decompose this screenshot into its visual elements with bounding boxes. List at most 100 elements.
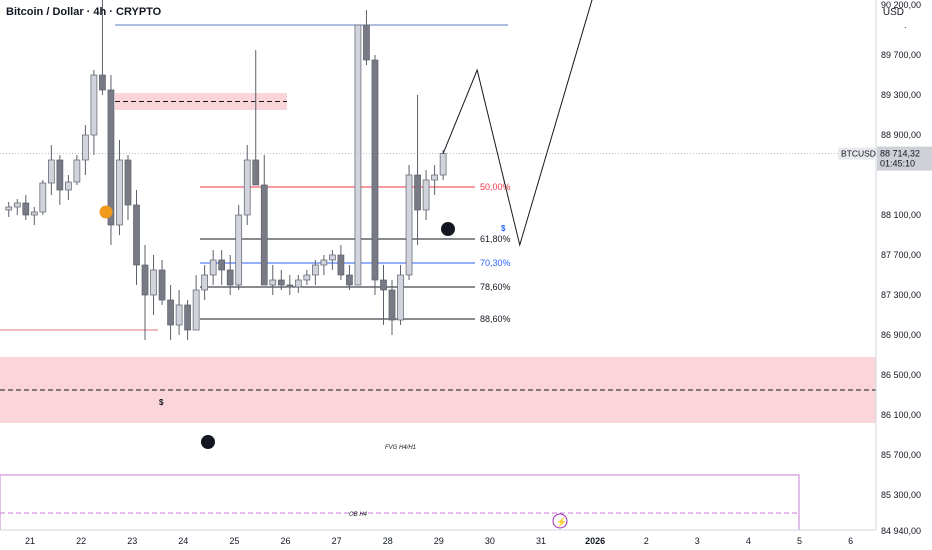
price-tick-label: 84 940,00 — [881, 526, 921, 536]
candle — [184, 304, 191, 331]
price-tick-label: 90 200,00 — [881, 0, 921, 10]
candle — [260, 184, 268, 286]
zone-annotation: FVG H4/H1 — [385, 445, 416, 451]
fib-level-label: 61,80% — [480, 234, 511, 244]
candle — [354, 24, 362, 286]
candle — [269, 279, 277, 286]
time-tick-label: 23 — [127, 536, 137, 546]
candle — [73, 159, 81, 183]
candle — [47, 159, 55, 184]
fib-level-label: 70,30% — [480, 258, 511, 268]
price-tick-label: 86 500,00 — [881, 370, 921, 380]
candle — [99, 74, 106, 91]
time-tick-label: 21 — [25, 536, 35, 546]
price-tick-label: 86 100,00 — [881, 410, 921, 420]
candle — [371, 59, 379, 281]
candle — [39, 182, 47, 213]
candle — [337, 254, 345, 276]
candle — [65, 181, 72, 191]
candle — [56, 159, 64, 191]
price-tick-label: 88 100,00 — [881, 210, 921, 220]
time-tick-label: 31 — [536, 536, 546, 546]
chart-title: Bitcoin / Dollar · 4h · CRYPTO — [6, 6, 162, 18]
supply-demand-zone — [115, 93, 287, 110]
price-tick-label: 85 300,00 — [881, 490, 921, 500]
lightning-icon — [552, 513, 568, 529]
liquidity-annotation: $ — [501, 224, 506, 233]
time-tick-label: 2026 — [585, 536, 605, 546]
price-tag-value: 88 714,32 — [880, 149, 920, 159]
time-tick-label: 3 — [695, 536, 700, 546]
candle — [414, 174, 421, 211]
price-tick-label: 89 300,00 — [881, 90, 921, 100]
candle — [294, 279, 302, 288]
candle — [363, 24, 370, 61]
candle — [158, 269, 166, 301]
price-tick-label: 85 700,00 — [881, 450, 921, 460]
candle — [5, 206, 13, 211]
time-tick-label: 28 — [383, 536, 393, 546]
price-tick-label: 87 700,00 — [881, 250, 921, 260]
candle — [116, 159, 123, 226]
candle — [167, 299, 174, 326]
candle — [252, 159, 260, 186]
time-tick-label: 24 — [178, 536, 188, 546]
time-tick-label: 22 — [76, 536, 86, 546]
projection-path — [442, 0, 593, 247]
candle — [422, 179, 430, 211]
price-tick-label: 89 700,00 — [881, 50, 921, 60]
candle — [201, 274, 208, 291]
price-tick-label: 88 900,00 — [881, 130, 921, 140]
high-marker-dot — [99, 205, 113, 219]
high-marker-dot — [441, 222, 455, 236]
candle — [243, 159, 251, 216]
candle — [405, 174, 413, 276]
candle — [30, 211, 38, 216]
time-tick-label: 26 — [280, 536, 290, 546]
candle — [22, 202, 30, 216]
price-tag-countdown: 01:45:10 — [880, 159, 915, 169]
symbol-tag-label: BTCUSD — [841, 149, 876, 159]
candle — [346, 274, 353, 286]
candle — [380, 279, 387, 291]
candle — [82, 134, 89, 161]
candle — [303, 274, 311, 281]
candle — [312, 264, 319, 276]
candle — [235, 214, 243, 286]
axis-dot: . — [904, 20, 907, 30]
candle — [439, 153, 447, 176]
candle — [175, 304, 183, 326]
zone-annotation: OB H4 — [349, 512, 368, 518]
fib-level-label: 88,60% — [480, 314, 511, 324]
candle — [133, 204, 140, 266]
time-tick-label: 4 — [746, 536, 751, 546]
candle — [286, 284, 294, 288]
time-tick-label: 5 — [797, 536, 802, 546]
candle — [320, 259, 328, 266]
candle — [192, 289, 200, 331]
candle — [107, 89, 115, 226]
order-block-box — [0, 474, 800, 531]
candle — [90, 74, 98, 136]
low-marker-dot — [201, 435, 215, 449]
fib-level-label: 50,00% — [480, 182, 511, 192]
time-tick-label: 25 — [229, 536, 239, 546]
price-tag — [877, 146, 932, 171]
candle — [218, 259, 226, 271]
time-tick-label: 29 — [434, 536, 444, 546]
candle — [141, 264, 149, 296]
candle — [150, 269, 157, 296]
time-tick-label: 30 — [485, 536, 495, 546]
candle — [397, 274, 404, 321]
time-tick-label: 6 — [848, 536, 853, 546]
time-tick-label: 2 — [644, 536, 649, 546]
currency-label: USD — [882, 7, 904, 18]
symbol-tag — [838, 147, 875, 160]
candle — [388, 289, 396, 321]
time-tick-label: 27 — [332, 536, 342, 546]
candle — [13, 202, 21, 208]
liquidity-annotation: $ — [159, 398, 164, 407]
candle — [226, 269, 234, 286]
